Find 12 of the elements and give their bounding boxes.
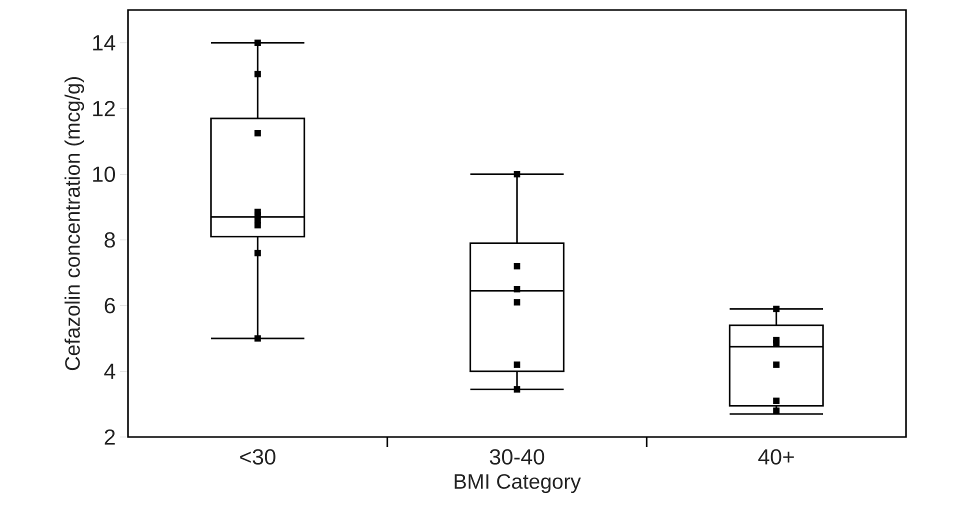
- y-tick-label: 12: [93, 100, 115, 116]
- y-tick-label: 14: [93, 35, 116, 50]
- x-tick-label: 40+: [758, 449, 794, 465]
- y-tick-label: 2: [104, 429, 115, 445]
- y-axis-title: Cefazolin concentration (mcg/g): [64, 77, 84, 370]
- y-tick-label: 6: [104, 298, 115, 314]
- y-tick-label: 8: [104, 232, 115, 248]
- x-axis-title: BMI Category: [454, 474, 581, 494]
- y-tick-label: 10: [93, 166, 116, 182]
- y-tick-label: 4: [104, 364, 116, 379]
- x-tick-label: <30: [240, 449, 276, 465]
- x-tick-label: 30-40: [490, 449, 544, 465]
